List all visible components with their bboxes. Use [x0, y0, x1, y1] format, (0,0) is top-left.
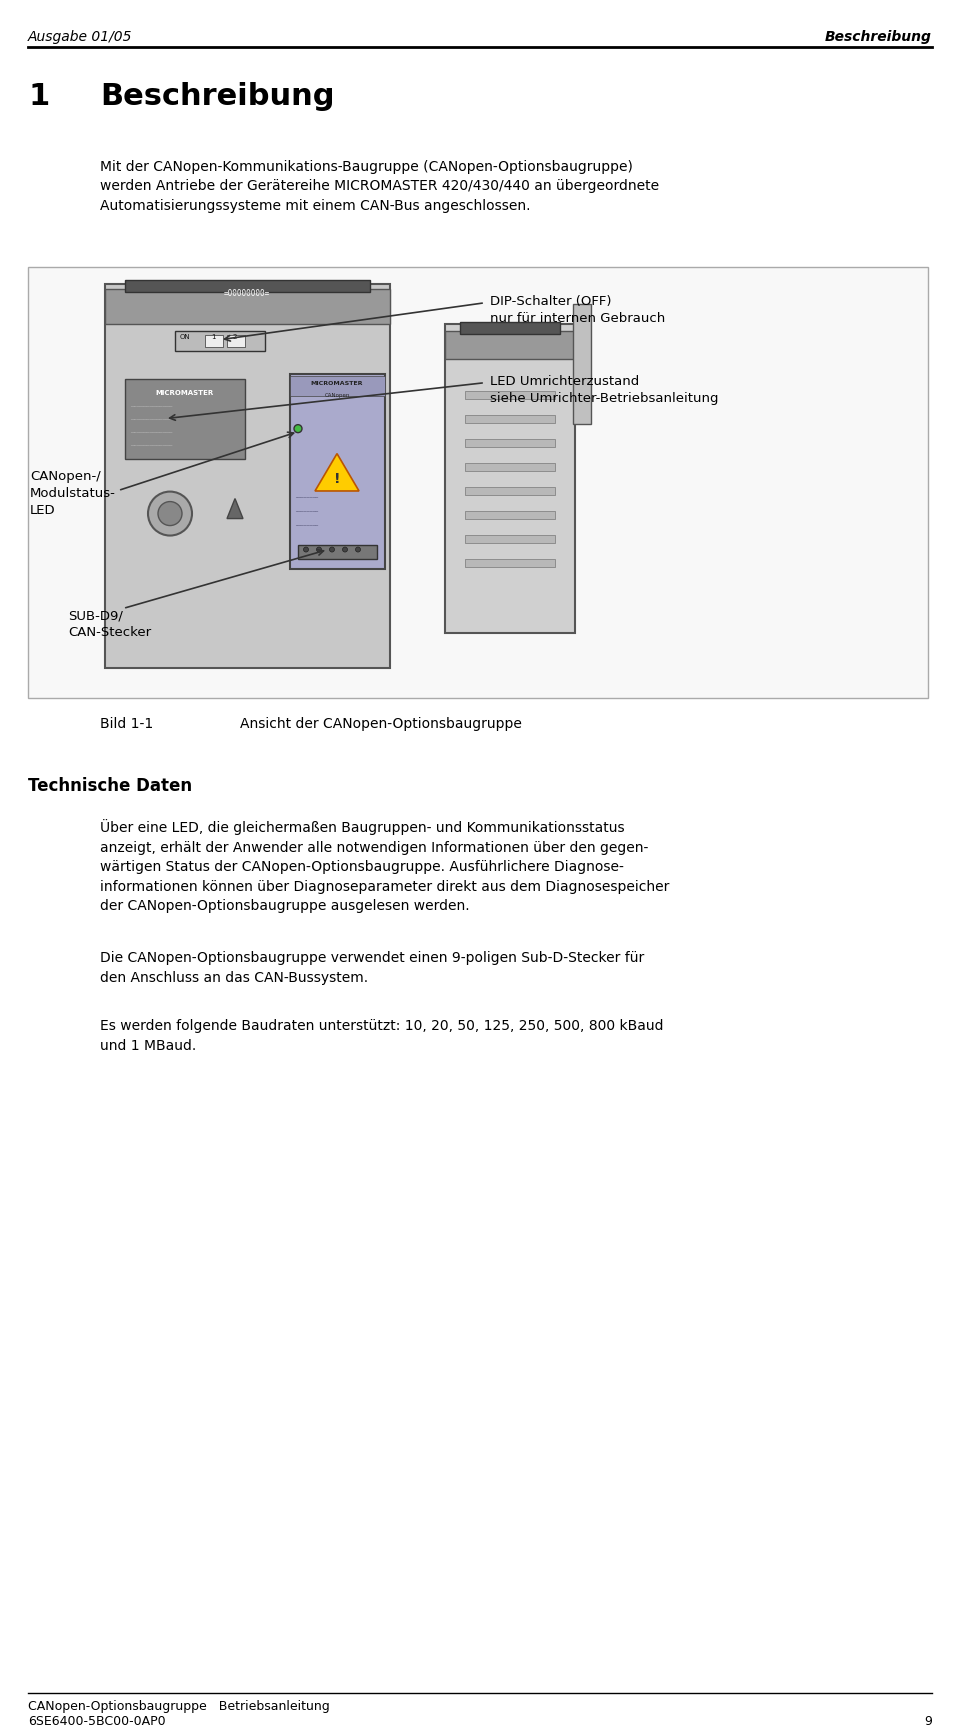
- Circle shape: [329, 548, 334, 552]
- Text: Bild 1-1: Bild 1-1: [100, 716, 154, 732]
- Bar: [290, 377, 385, 396]
- Circle shape: [303, 548, 308, 552]
- Text: Beschreibung: Beschreibung: [826, 29, 932, 43]
- Bar: [465, 439, 555, 448]
- Circle shape: [317, 548, 322, 552]
- Bar: [125, 280, 370, 292]
- Polygon shape: [315, 455, 359, 491]
- Text: ────────: ────────: [295, 495, 318, 500]
- Text: ────────: ────────: [295, 509, 318, 514]
- Bar: [465, 415, 555, 424]
- Text: 1: 1: [28, 81, 49, 111]
- Bar: [460, 322, 560, 334]
- Text: ON: ON: [180, 334, 191, 339]
- Bar: [105, 285, 390, 670]
- Circle shape: [343, 548, 348, 552]
- Bar: [298, 545, 377, 559]
- Text: CANopen: CANopen: [324, 393, 349, 398]
- Circle shape: [148, 493, 192, 536]
- Text: Ausgabe 01/05: Ausgabe 01/05: [28, 29, 132, 43]
- Text: ─────────────: ─────────────: [130, 417, 172, 422]
- Bar: [105, 289, 390, 325]
- Text: Ansicht der CANopen-Optionsbaugruppe: Ansicht der CANopen-Optionsbaugruppe: [240, 716, 522, 732]
- Text: ─────────────: ─────────────: [130, 443, 172, 448]
- Text: MICROMASTER: MICROMASTER: [311, 381, 363, 386]
- Text: 1: 1: [211, 334, 215, 339]
- Text: ─────────────: ─────────────: [130, 405, 172, 410]
- Text: DIP-Schalter (OFF)
nur für internen Gebrauch: DIP-Schalter (OFF) nur für internen Gebr…: [490, 294, 665, 325]
- Text: 2: 2: [233, 334, 237, 339]
- Text: 9: 9: [924, 1714, 932, 1727]
- Circle shape: [294, 426, 302, 434]
- Bar: [125, 379, 245, 460]
- Bar: [205, 336, 223, 348]
- Bar: [290, 374, 385, 569]
- Bar: [465, 535, 555, 543]
- Bar: [227, 336, 245, 348]
- Bar: [465, 391, 555, 400]
- Bar: [573, 304, 591, 424]
- Text: Mit der CANopen-Kommunikations-Baugruppe (CANopen-Optionsbaugruppe)
werden Antri: Mit der CANopen-Kommunikations-Baugruppe…: [100, 159, 660, 213]
- Circle shape: [355, 548, 361, 552]
- Bar: [465, 512, 555, 519]
- Text: ─────────────: ─────────────: [130, 431, 172, 436]
- Text: ────────: ────────: [295, 522, 318, 528]
- Circle shape: [158, 502, 182, 526]
- Bar: [465, 464, 555, 471]
- Text: SUB-D9/
CAN-Stecker: SUB-D9/ CAN-Stecker: [68, 609, 151, 638]
- Bar: [445, 332, 575, 360]
- Text: MICROMASTER: MICROMASTER: [156, 389, 214, 396]
- Text: Die CANopen-Optionsbaugruppe verwendet einen 9-poligen Sub-D-Stecker für
den Ans: Die CANopen-Optionsbaugruppe verwendet e…: [100, 952, 644, 984]
- Polygon shape: [227, 500, 243, 519]
- Text: 6SE6400-5BC00-0AP0: 6SE6400-5BC00-0AP0: [28, 1714, 166, 1727]
- Text: CANopen-/
Modulstatus-
LED: CANopen-/ Modulstatus- LED: [30, 469, 116, 516]
- Text: Technische Daten: Technische Daten: [28, 777, 192, 794]
- Bar: [465, 488, 555, 495]
- Text: =00000000=: =00000000=: [224, 289, 270, 298]
- Text: Es werden folgende Baudraten unterstützt: 10, 20, 50, 125, 250, 500, 800 kBaud
u: Es werden folgende Baudraten unterstützt…: [100, 1019, 663, 1052]
- Bar: [465, 559, 555, 567]
- Text: LED Umrichterzustand
siehe Umrichter-Betriebsanleitung: LED Umrichterzustand siehe Umrichter-Bet…: [490, 374, 718, 405]
- Text: Beschreibung: Beschreibung: [100, 81, 334, 111]
- Bar: [28, 268, 928, 699]
- Bar: [445, 325, 575, 635]
- Text: CANopen-Optionsbaugruppe   Betriebsanleitung: CANopen-Optionsbaugruppe Betriebsanleitu…: [28, 1699, 329, 1711]
- Text: Über eine LED, die gleichermaßen Baugruppen- und Kommunikationsstatus
anzeigt, e: Über eine LED, die gleichermaßen Baugrup…: [100, 818, 669, 913]
- Bar: [175, 332, 265, 351]
- Text: !: !: [334, 472, 340, 486]
